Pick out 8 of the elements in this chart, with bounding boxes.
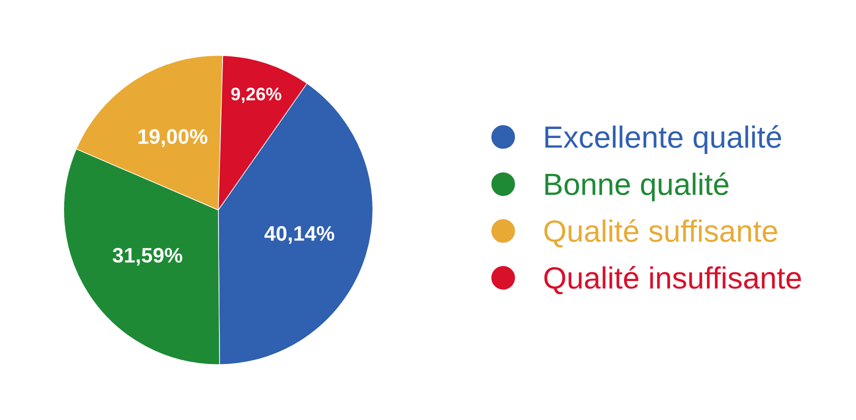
data-label: 31,59%: [112, 248, 182, 266]
data-label: 9,26%: [231, 88, 282, 104]
data-label: 19,00%: [138, 129, 208, 147]
legend-label: Qualité insuffisante: [544, 266, 801, 294]
legend-label: Bonne qualité: [545, 172, 728, 202]
legend-label: Qualité suffisante: [544, 219, 778, 248]
legend-label: Excellente qualité: [545, 125, 782, 154]
data-label: 40,14%: [264, 226, 334, 244]
